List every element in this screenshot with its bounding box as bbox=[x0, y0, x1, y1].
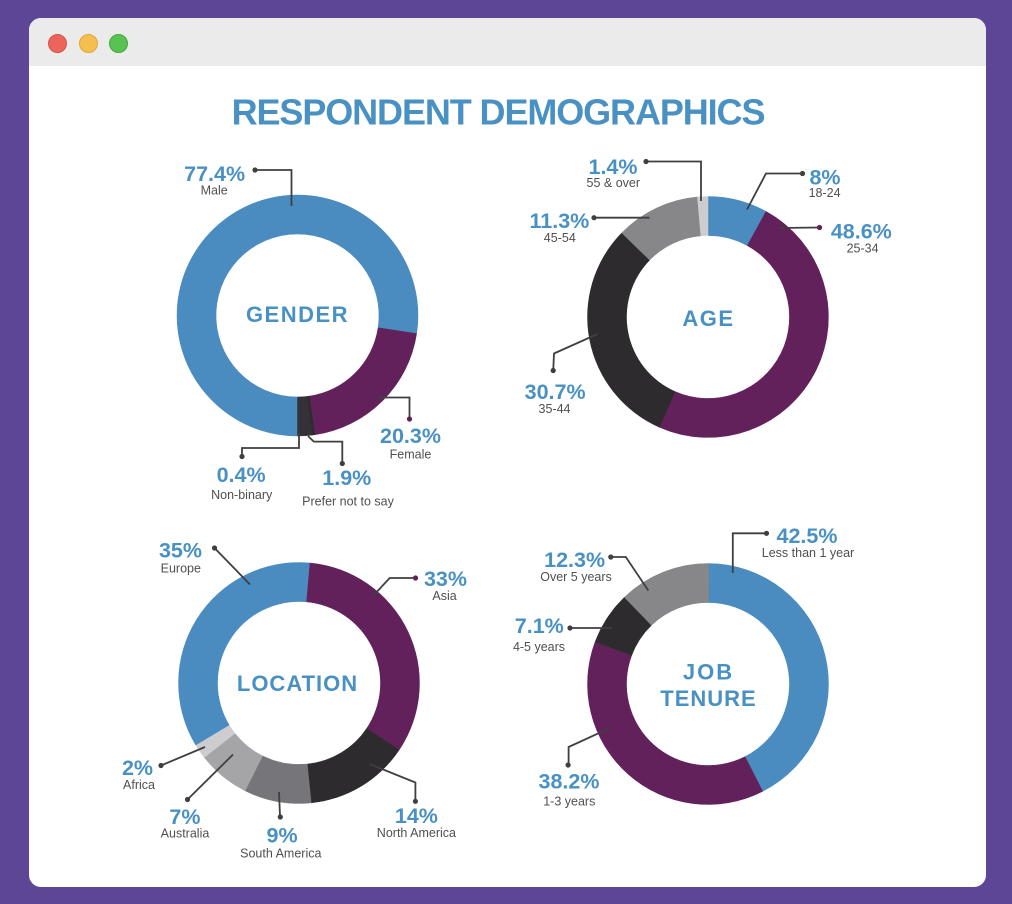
svg-text:Africa: Africa bbox=[123, 778, 155, 792]
svg-text:18-24: 18-24 bbox=[809, 186, 841, 200]
svg-text:33%: 33% bbox=[424, 567, 467, 591]
svg-text:30.7%: 30.7% bbox=[525, 380, 586, 404]
svg-text:JOB: JOB bbox=[683, 660, 734, 685]
svg-text:45-54: 45-54 bbox=[544, 231, 576, 245]
svg-text:35%: 35% bbox=[159, 539, 202, 563]
svg-text:48.6%: 48.6% bbox=[831, 220, 892, 244]
svg-text:Prefer not to say: Prefer not to say bbox=[302, 495, 394, 509]
svg-text:25-34: 25-34 bbox=[847, 242, 879, 256]
svg-text:0.4%: 0.4% bbox=[217, 463, 266, 487]
svg-text:35-44: 35-44 bbox=[539, 402, 571, 416]
svg-text:AGE: AGE bbox=[682, 306, 734, 331]
svg-text:Over 5 years: Over 5 years bbox=[540, 570, 612, 584]
svg-text:1.4%: 1.4% bbox=[588, 155, 637, 179]
svg-text:Australia: Australia bbox=[161, 827, 210, 841]
svg-text:14%: 14% bbox=[395, 804, 438, 828]
svg-text:8%: 8% bbox=[809, 166, 840, 190]
svg-text:Female: Female bbox=[390, 448, 432, 462]
svg-text:7%: 7% bbox=[169, 805, 200, 829]
svg-text:RESPONDENT DEMOGRAPHICS: RESPONDENT DEMOGRAPHICS bbox=[232, 92, 765, 133]
svg-text:55 & over: 55 & over bbox=[587, 176, 641, 190]
svg-text:2%: 2% bbox=[122, 756, 153, 780]
svg-text:LOCATION: LOCATION bbox=[237, 671, 358, 696]
svg-text:GENDER: GENDER bbox=[246, 302, 349, 327]
svg-text:11.3%: 11.3% bbox=[530, 209, 590, 233]
svg-text:77.4%: 77.4% bbox=[184, 162, 245, 186]
svg-text:TENURE: TENURE bbox=[660, 686, 756, 711]
svg-text:42.5%: 42.5% bbox=[777, 524, 838, 548]
svg-text:North America: North America bbox=[377, 826, 456, 840]
svg-text:1-3 years: 1-3 years bbox=[543, 795, 595, 809]
svg-text:Non-binary: Non-binary bbox=[211, 488, 273, 502]
svg-text:4-5 years: 4-5 years bbox=[513, 640, 565, 654]
svg-text:Less than 1 year: Less than 1 year bbox=[762, 546, 854, 560]
svg-text:38.2%: 38.2% bbox=[539, 770, 600, 794]
svg-text:Male: Male bbox=[201, 184, 228, 198]
svg-text:Europe: Europe bbox=[161, 562, 201, 576]
svg-text:7.1%: 7.1% bbox=[515, 614, 564, 638]
svg-text:Asia: Asia bbox=[432, 589, 456, 603]
svg-text:9%: 9% bbox=[267, 824, 298, 848]
svg-text:12.3%: 12.3% bbox=[544, 548, 605, 572]
svg-text:20.3%: 20.3% bbox=[380, 424, 441, 448]
svg-text:South America: South America bbox=[240, 847, 321, 861]
svg-text:1.9%: 1.9% bbox=[322, 466, 371, 490]
